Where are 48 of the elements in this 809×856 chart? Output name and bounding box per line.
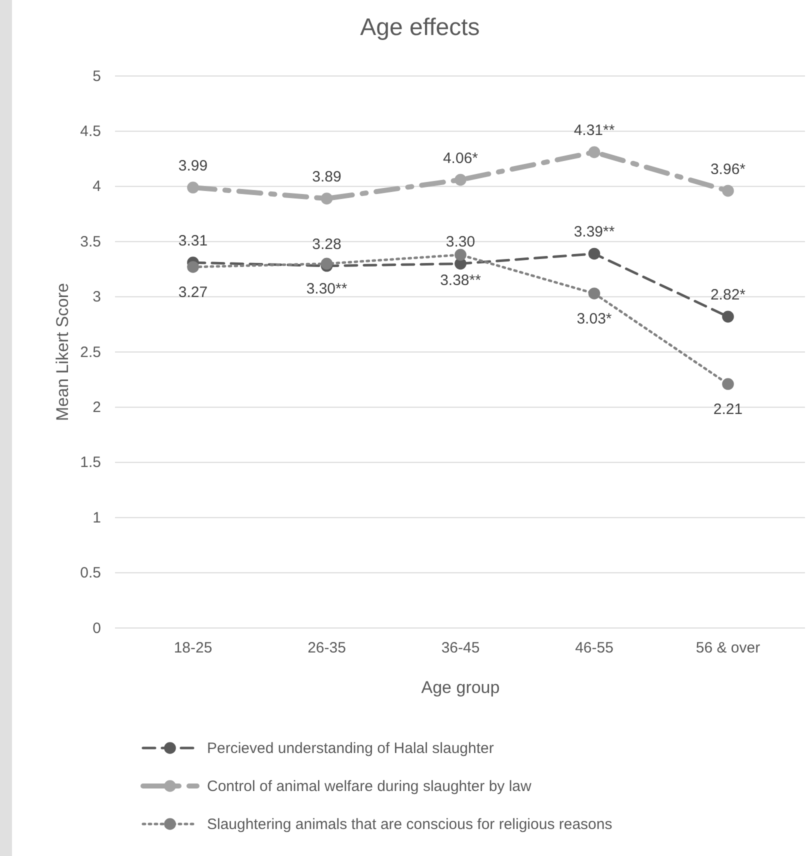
data-label: 3.39** (574, 224, 615, 241)
point (454, 248, 466, 261)
data-label: 3.28 (312, 236, 342, 253)
data-label: 3.30** (306, 280, 348, 298)
data-label: 3.31 (178, 232, 208, 250)
x-tick-label: 36-45 (441, 640, 480, 657)
point (722, 184, 734, 197)
y-tick-label: 0.5 (80, 564, 101, 582)
legend-label: Control of animal welfare during slaughter by law (207, 778, 532, 795)
point (187, 261, 199, 273)
data-label: 3.38** (440, 272, 482, 289)
data-label: 3.30 (446, 234, 476, 251)
point (588, 146, 600, 158)
data-label: 4.31** (574, 122, 615, 140)
point (187, 182, 199, 194)
data-label: 3.96* (710, 160, 746, 178)
y-tick-label: 1 (92, 509, 101, 526)
point (588, 288, 600, 300)
y-tick-label: 3 (92, 288, 101, 306)
data-label: 3.89 (312, 168, 342, 186)
y-tick-label: 2 (92, 399, 101, 416)
point (722, 310, 734, 323)
point (722, 378, 734, 390)
x-axis-title: Age group (421, 678, 500, 697)
legend-label: Percieved understanding of Halal slaughter (207, 740, 494, 757)
data-label: 3.99 (178, 158, 208, 175)
y-tick-label: 0 (92, 620, 101, 637)
y-tick-label: 4.5 (80, 123, 101, 140)
data-label: 3.27 (178, 284, 208, 301)
x-tick-label: 18-25 (174, 640, 212, 657)
data-label: 2.82* (710, 286, 746, 304)
point (454, 174, 466, 186)
point (320, 192, 333, 204)
data-label: 3.03* (576, 310, 612, 328)
x-tick-label: 46-55 (575, 640, 614, 657)
y-tick-label: 4 (92, 178, 101, 196)
y-tick-label: 5 (92, 68, 101, 85)
y-tick-label: 2.5 (80, 344, 101, 361)
point (588, 248, 600, 260)
y-tick-label: 1.5 (80, 454, 101, 472)
x-tick-label: 56 & over (696, 640, 760, 657)
data-label: 2.21 (713, 401, 743, 418)
data-label: 4.06* (442, 150, 478, 167)
y-axis-title: Mean Likert Score (53, 283, 72, 421)
chart-title: Age effects (360, 14, 480, 41)
legend-label: Slaughtering animals that are conscious for religious reasons (207, 816, 612, 833)
y-tick-label: 3.5 (80, 233, 101, 250)
x-tick-label: 26-35 (308, 640, 346, 657)
